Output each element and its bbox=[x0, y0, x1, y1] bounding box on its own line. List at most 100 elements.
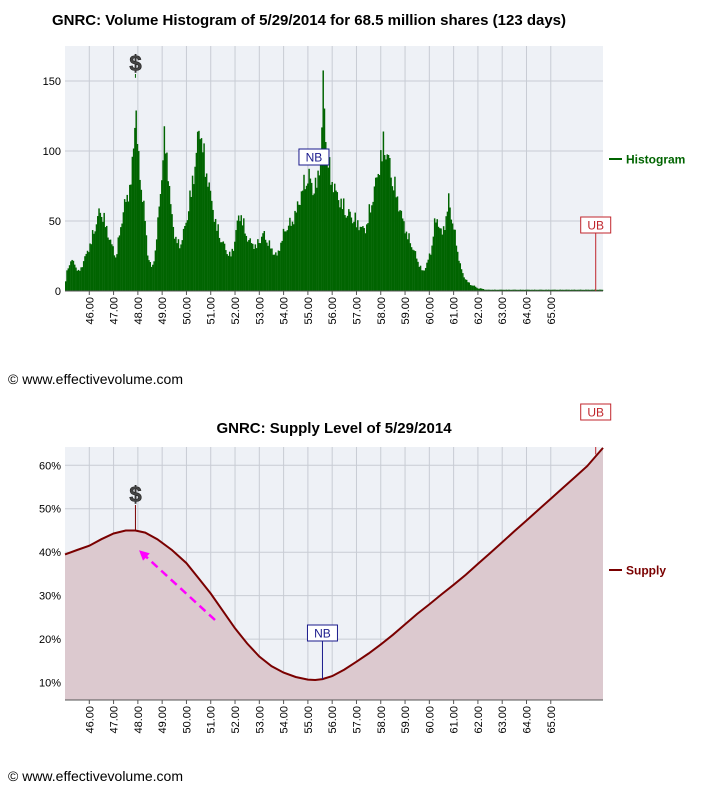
histogram-bar bbox=[187, 211, 190, 291]
histogram-bar bbox=[532, 289, 535, 291]
histogram-bar bbox=[535, 289, 537, 291]
histogram-bar bbox=[268, 240, 271, 291]
x-tick-label: 59.00 bbox=[400, 297, 412, 325]
histogram-bar bbox=[383, 154, 386, 291]
x-tick-label: 46.00 bbox=[84, 706, 96, 734]
histogram-bar bbox=[112, 246, 114, 291]
histogram-bar bbox=[531, 289, 533, 291]
x-tick-label: 55.00 bbox=[303, 706, 315, 734]
histogram-bar bbox=[88, 252, 90, 291]
histogram-bar bbox=[182, 228, 185, 291]
histogram-bar bbox=[565, 289, 568, 291]
x-tick-label: 51.00 bbox=[206, 297, 218, 325]
histogram-bar bbox=[146, 255, 149, 291]
histogram-bar bbox=[573, 289, 576, 291]
histogram-bar bbox=[419, 265, 422, 291]
histogram-bar bbox=[485, 289, 487, 291]
histogram-bar bbox=[150, 266, 153, 291]
histogram-bar bbox=[104, 227, 107, 291]
histogram-bar bbox=[222, 241, 225, 291]
histogram-bar bbox=[177, 239, 180, 291]
histogram-bar bbox=[227, 255, 230, 291]
histogram-bar bbox=[125, 201, 127, 291]
histogram-bar bbox=[212, 209, 214, 291]
histogram-bar bbox=[269, 248, 272, 291]
x-tick-label: 54.00 bbox=[279, 706, 291, 734]
x-tick-label: 63.00 bbox=[497, 297, 509, 325]
histogram-bar bbox=[371, 205, 373, 291]
histogram-bar bbox=[362, 226, 364, 291]
histogram-bar bbox=[73, 264, 76, 291]
histogram-bar bbox=[344, 215, 346, 291]
histogram-bar bbox=[75, 267, 77, 291]
histogram-bar bbox=[300, 191, 303, 291]
histogram-bar bbox=[444, 230, 446, 291]
histogram-bar bbox=[403, 221, 405, 291]
histogram-bar bbox=[172, 226, 175, 291]
histogram-bar bbox=[560, 289, 563, 291]
histogram-bar bbox=[202, 152, 204, 291]
histogram-bar bbox=[523, 289, 526, 291]
histogram-bar bbox=[448, 193, 450, 291]
histogram-bar bbox=[339, 207, 341, 291]
histogram-bar bbox=[442, 226, 445, 291]
y-tick-label: 30% bbox=[39, 591, 61, 603]
histogram-bar bbox=[322, 70, 324, 291]
histogram-bar bbox=[527, 289, 529, 291]
histogram-bar bbox=[289, 217, 291, 291]
histogram-bar bbox=[176, 243, 178, 291]
histogram-bar bbox=[477, 288, 479, 291]
x-tick-label: 62.00 bbox=[473, 706, 485, 734]
x-tick-label: 49.00 bbox=[157, 706, 169, 734]
histogram-bar bbox=[267, 245, 269, 291]
histogram-bar bbox=[546, 289, 549, 291]
histogram-bar bbox=[463, 277, 465, 291]
histogram-bar bbox=[600, 289, 602, 291]
histogram-bar bbox=[282, 228, 285, 291]
histogram-bar bbox=[149, 262, 152, 291]
histogram-bar bbox=[139, 179, 141, 291]
histogram-bar bbox=[236, 220, 239, 291]
histogram-bar bbox=[462, 273, 464, 291]
histogram-bar bbox=[135, 110, 137, 291]
x-tick-label: 60.00 bbox=[424, 297, 436, 325]
histogram-bar bbox=[578, 289, 581, 291]
histogram-bar bbox=[271, 248, 273, 291]
histogram-bar bbox=[562, 289, 564, 291]
histogram-bar bbox=[496, 289, 499, 291]
histogram-bar bbox=[304, 189, 307, 291]
histogram-bar bbox=[601, 289, 604, 291]
nb-marker-label: NB bbox=[314, 627, 331, 641]
histogram-bar bbox=[430, 254, 432, 291]
histogram-bar bbox=[583, 289, 586, 291]
supply-title: GNRC: Supply Level of 5/29/2014 bbox=[216, 420, 452, 437]
histogram-bar bbox=[225, 250, 227, 291]
histogram-bar bbox=[346, 215, 349, 291]
histogram-bar bbox=[374, 177, 377, 291]
histogram-bar bbox=[435, 222, 437, 291]
histogram-bar bbox=[243, 218, 245, 291]
histogram-bar bbox=[533, 289, 536, 291]
supply-annotations: $ NB UB bbox=[129, 403, 612, 680]
histogram-bar bbox=[129, 184, 131, 291]
histogram-bar bbox=[118, 235, 121, 291]
histogram-bar bbox=[148, 260, 150, 291]
histogram-bar bbox=[392, 190, 395, 291]
histogram-bar bbox=[154, 250, 157, 291]
histogram-bar bbox=[422, 270, 424, 291]
histogram-bar bbox=[517, 289, 519, 291]
histogram-bar bbox=[191, 175, 194, 291]
histogram-bar bbox=[377, 173, 380, 291]
histogram-bar bbox=[273, 254, 276, 291]
histogram-bar bbox=[158, 206, 160, 291]
histogram-bar bbox=[89, 243, 91, 291]
histogram-bar bbox=[501, 289, 504, 291]
histogram-bar bbox=[364, 233, 367, 291]
histogram-bar bbox=[451, 223, 454, 291]
histogram-bar bbox=[586, 289, 588, 291]
histogram-bar bbox=[335, 190, 337, 291]
x-tick-label: 65.00 bbox=[546, 297, 558, 325]
histogram-bar bbox=[577, 289, 579, 291]
histogram-bar bbox=[454, 229, 456, 291]
histogram-bar bbox=[71, 259, 73, 291]
